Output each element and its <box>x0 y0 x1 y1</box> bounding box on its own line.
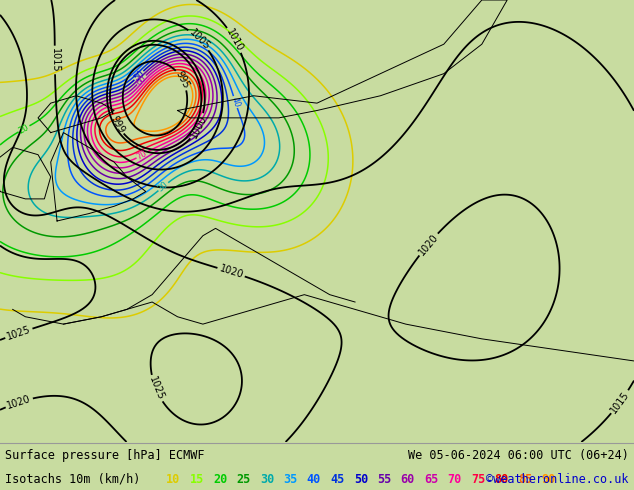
Text: 70: 70 <box>135 148 149 162</box>
Text: 1020: 1020 <box>218 264 244 281</box>
Text: 85: 85 <box>518 473 532 486</box>
Text: 50: 50 <box>354 473 368 486</box>
Text: 40: 40 <box>307 473 321 486</box>
Text: 30: 30 <box>157 180 171 194</box>
Text: 1025: 1025 <box>146 375 165 402</box>
Text: 40: 40 <box>230 96 242 108</box>
Text: Isotachs 10m (km/h): Isotachs 10m (km/h) <box>5 473 155 486</box>
Text: 55: 55 <box>377 473 391 486</box>
Text: 10: 10 <box>166 473 180 486</box>
Text: 1000: 1000 <box>188 113 209 140</box>
Text: We 05-06-2024 06:00 UTC (06+24): We 05-06-2024 06:00 UTC (06+24) <box>408 449 629 462</box>
Text: ©weatheronline.co.uk: ©weatheronline.co.uk <box>486 473 629 486</box>
Text: 65: 65 <box>424 473 438 486</box>
Text: 35: 35 <box>283 473 297 486</box>
Text: 60: 60 <box>134 73 148 87</box>
Text: 50: 50 <box>132 69 146 82</box>
Text: 1010: 1010 <box>224 27 245 53</box>
Text: 1015: 1015 <box>609 389 631 415</box>
Text: 20: 20 <box>17 122 31 135</box>
Text: 70: 70 <box>448 473 462 486</box>
Text: 20: 20 <box>213 473 227 486</box>
Text: 1005: 1005 <box>187 27 212 51</box>
Text: Surface pressure [hPa] ECMWF: Surface pressure [hPa] ECMWF <box>5 449 205 462</box>
Text: 45: 45 <box>330 473 344 486</box>
Text: 25: 25 <box>236 473 250 486</box>
Text: 1020: 1020 <box>417 232 440 257</box>
Text: 30: 30 <box>260 473 274 486</box>
Text: 90: 90 <box>541 473 555 486</box>
Text: 15: 15 <box>190 473 204 486</box>
Text: 1025: 1025 <box>6 324 32 342</box>
Text: 995: 995 <box>174 70 191 90</box>
Text: 80: 80 <box>495 473 508 486</box>
Text: 1015: 1015 <box>49 48 60 73</box>
Text: 999: 999 <box>108 114 126 135</box>
Text: 75: 75 <box>471 473 485 486</box>
Text: 60: 60 <box>401 473 415 486</box>
Text: 1020: 1020 <box>6 394 32 411</box>
